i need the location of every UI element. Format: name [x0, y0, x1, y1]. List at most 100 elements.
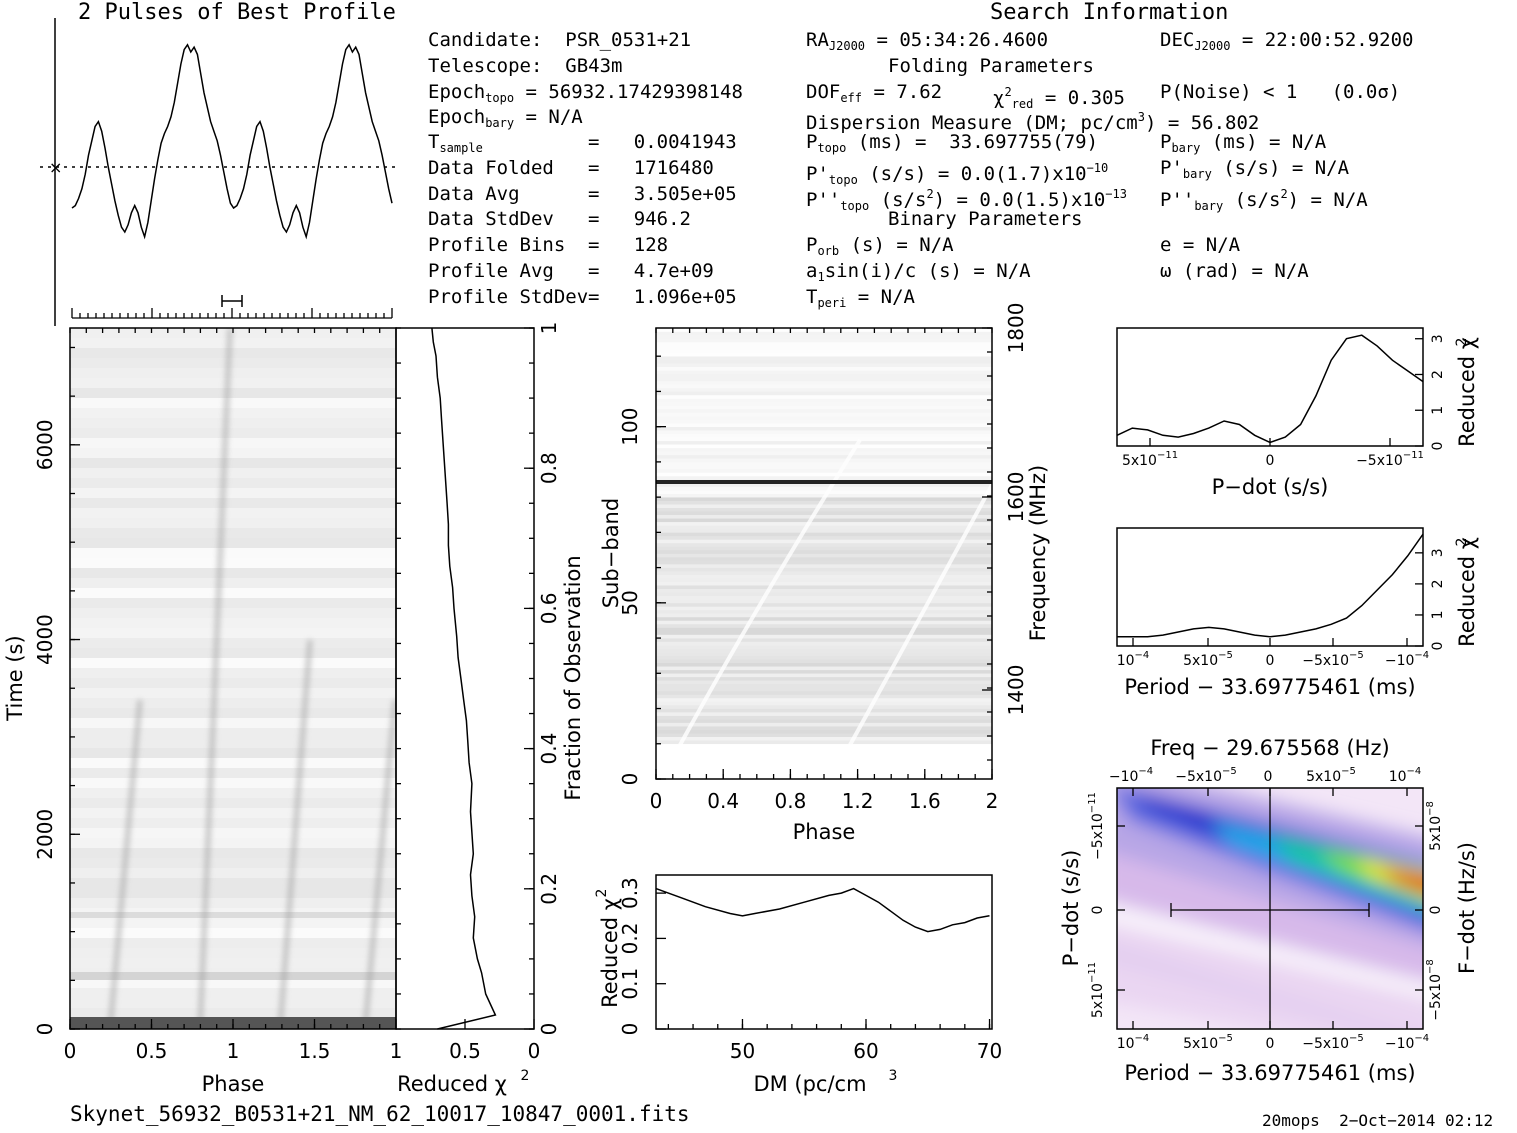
time-phase-row: [70, 728, 396, 738]
subband-row: [656, 398, 992, 403]
time-phase-row: [70, 828, 396, 838]
time-phase-row: [70, 848, 396, 858]
subband-row: [656, 458, 992, 463]
subband-row: [656, 349, 992, 353]
dof-sub: eff: [840, 91, 863, 105]
subband-row: [656, 451, 992, 456]
subband-row: [656, 754, 992, 759]
pp-ylabel: P−dot (s/s): [1059, 850, 1083, 967]
subband-row: [656, 465, 992, 470]
subband-row: [656, 655, 992, 660]
subband-row: [656, 373, 992, 378]
time-phase-row: [70, 808, 396, 818]
tchi-xtick-label: 1: [390, 1039, 403, 1063]
subband-row: [656, 719, 992, 723]
subband-row: [656, 645, 992, 649]
pp-toptick-label: −10−4: [1109, 766, 1153, 785]
time-phase-row: [70, 998, 396, 1008]
time-phase-row: [70, 448, 396, 458]
subband-ylabel: Sub−band: [599, 498, 623, 608]
subband-row: [656, 571, 992, 575]
subband-row: [656, 345, 992, 350]
subband-row: [656, 757, 992, 762]
subband-ytick-label: 0: [618, 773, 642, 786]
subband-row: [656, 504, 992, 508]
pdot-topo-label: P': [806, 163, 829, 185]
porb-label: P: [806, 234, 818, 256]
period-ytick-label: 2: [1430, 579, 1446, 588]
time-phase-rows: [70, 328, 396, 1028]
time-phase-row: [70, 398, 396, 408]
subband-row: [656, 616, 992, 621]
subband-row: [656, 500, 992, 505]
subband-row: [656, 511, 992, 516]
time-phase-row: [70, 568, 396, 578]
pdot-xtick-label: 5x10−11: [1122, 450, 1178, 469]
time-phase-row: [70, 578, 396, 588]
subband-row: [656, 726, 992, 730]
period-chi2-line: [1117, 533, 1424, 638]
time-phase-row: [70, 698, 396, 708]
subband-row: [656, 557, 992, 561]
time-phase-row: [70, 658, 396, 668]
pp-toptick-label: 10−4: [1389, 766, 1422, 785]
subband-ytick-label: 50: [618, 590, 642, 615]
porb-line: Porb (s) = N/A: [806, 234, 954, 262]
subband-row: [656, 623, 992, 628]
subband-row: [656, 528, 992, 533]
subband-row: [656, 430, 992, 434]
dm-text-b: ) = 56.802: [1144, 112, 1260, 134]
chi2-line: χ2red = 0.305: [993, 81, 1125, 115]
period-xtick-label: 5x10−5: [1183, 650, 1233, 669]
subband-row: [656, 729, 992, 734]
pdot-bary-label: P': [1160, 157, 1183, 179]
time-phase-row: [70, 618, 396, 628]
subband-row: [656, 764, 992, 769]
time-phase-row: [70, 972, 396, 980]
search-info-title: Search Information: [990, 0, 1229, 25]
time-phase-row: [70, 978, 396, 988]
subband-rows: [656, 328, 992, 779]
subband-row: [656, 370, 992, 375]
time-phase-row: [70, 798, 396, 808]
tsample-sub: sample: [439, 141, 483, 155]
time-phase-row: [70, 378, 396, 388]
subband-row: [656, 743, 992, 748]
time-phase-row: [70, 928, 396, 938]
data-avg-value: = 3.505e+05: [588, 183, 737, 205]
subband-row: [656, 437, 992, 442]
time-phase-row: [70, 438, 396, 448]
subband-row: [656, 549, 992, 554]
dm-xlabel: DM (pc/cm: [753, 1072, 866, 1096]
subband-row: [656, 620, 992, 625]
pddot-topo-value: (s/s: [869, 189, 927, 211]
subband-row: [656, 771, 992, 776]
pddot-bary-sub: bary: [1194, 199, 1224, 213]
omega-line: ω (rad) = N/A: [1160, 260, 1309, 282]
subband-row: [656, 380, 992, 385]
pbary-label: P: [1160, 131, 1172, 153]
time-phase-ytick-label: 0: [33, 1023, 57, 1036]
pp-xtick-label: 5x10−5: [1183, 1033, 1233, 1052]
time-phase-row: [70, 958, 396, 968]
tsample-t: T: [428, 131, 440, 153]
time-phase-row: [70, 558, 396, 568]
time-phase-xtick-label: 0.5: [136, 1039, 168, 1063]
profile-line: [71, 43, 393, 240]
profile-errorbar: [221, 295, 243, 307]
time-phase-row: [70, 1008, 396, 1018]
pp-xtick-label: 10−4: [1117, 1033, 1150, 1052]
subband-row: [656, 366, 992, 371]
profile-avg-value: = 4.7e+09: [588, 260, 714, 282]
period-xtick-label: 10−4: [1117, 650, 1150, 669]
time-phase-row: [70, 478, 396, 488]
time-phase-row: [70, 718, 396, 728]
time-phase-row: [70, 878, 396, 888]
subband-row: [656, 546, 992, 551]
dof-value: = 7.62: [862, 81, 943, 103]
subband-row: [656, 638, 992, 642]
time-phase-row: [70, 538, 396, 548]
dec-value: = 22:00:52.9200: [1230, 29, 1414, 51]
subband-row: [656, 750, 992, 755]
pdot-ytick-label: 1: [1430, 406, 1446, 415]
